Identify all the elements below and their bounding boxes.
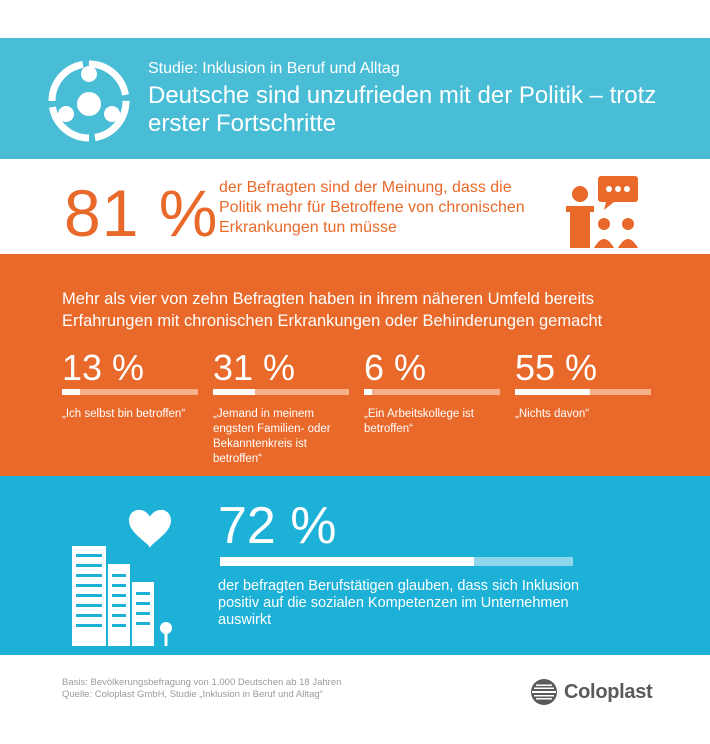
people-circle-icon — [48, 60, 130, 142]
environment-headline: Mehr als vier von zehn Befragten haben i… — [62, 290, 603, 330]
stat-value: 55 % — [515, 347, 598, 388]
stat-value: 6 % — [364, 347, 427, 388]
stat-bar — [213, 389, 349, 395]
stat-colleague-affected: 6 % „Ein Arbeitskollege ist betroffen“ — [364, 350, 500, 437]
politics-percent: 81 % — [64, 176, 219, 250]
header-banner: Studie: Inklusion in Beruf und Alltag De… — [0, 38, 710, 159]
stat-label: „Ein Arbeitskollege ist betroffen“ — [364, 408, 474, 435]
source-note: Quelle: Coloplast GmbH, Studie „Inklusio… — [62, 689, 323, 700]
politics-stat-row: 81 % der Befragten sind der Meinung, das… — [0, 159, 710, 254]
stat-value: 31 % — [213, 347, 296, 388]
stat-bar — [62, 389, 198, 395]
city-heart-icon — [72, 509, 172, 646]
inclusion-bar — [220, 557, 573, 566]
page-title: Deutsche sind unzufrieden mit der Politi… — [148, 82, 657, 137]
politics-stat-text: der Befragten sind der Meinung, dass die… — [219, 179, 525, 236]
inclusion-text: der befragten Berufstätigen glauben, das… — [218, 578, 580, 628]
stat-value: 13 % — [62, 347, 145, 388]
stat-bar-fill — [515, 389, 590, 395]
coloplast-logo: Coloplast — [530, 676, 653, 708]
inclusion-panel: 72 % der befragten Berufstätigen glauben… — [0, 476, 710, 655]
stat-none: 55 % „Nichts davon“ — [515, 350, 651, 422]
stat-self-affected: 13 % „Ich selbst bin betroffen“ — [62, 350, 198, 422]
inclusion-bar-fill — [220, 557, 475, 566]
basis-note: Basis: Bevölkerungsbefragung von 1.000 D… — [62, 677, 342, 688]
study-subtitle: Studie: Inklusion in Beruf und Alltag — [148, 60, 400, 77]
stat-label: „Nichts davon“ — [515, 408, 590, 420]
stat-family-affected: 31 % „Jemand in meinem engsten Familien-… — [213, 350, 349, 467]
stat-bar — [364, 389, 500, 395]
stat-bar-fill — [62, 389, 80, 395]
stat-bar-fill — [364, 389, 373, 395]
inclusion-percent: 72 % — [218, 497, 337, 555]
coloplast-logo-text: Coloplast — [564, 680, 653, 703]
stat-label: „Ich selbst bin betroffen“ — [62, 408, 186, 420]
coloplast-logo-icon — [531, 679, 557, 705]
stat-bar-fill — [213, 389, 256, 395]
stat-label: „Jemand in meinem engsten Familien- oder… — [213, 408, 331, 465]
footer: Basis: Bevölkerungsbefragung von 1.000 D… — [0, 655, 710, 744]
environment-panel: Mehr als vier von zehn Befragten haben i… — [0, 254, 710, 476]
speaker-audience-icon — [566, 176, 638, 248]
stat-bar — [515, 389, 651, 395]
